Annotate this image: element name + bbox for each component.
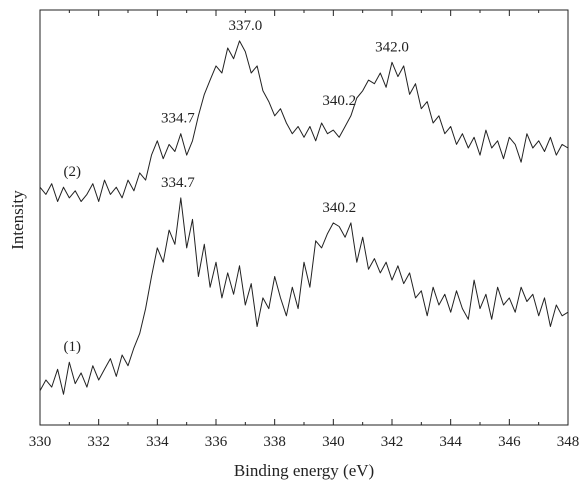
x-tick-label: 330 xyxy=(29,434,52,450)
annotation-label: (2) xyxy=(64,164,82,180)
annotation-label: 337.0 xyxy=(228,18,262,34)
x-tick-label: 346 xyxy=(498,434,521,450)
plot-frame xyxy=(39,9,569,426)
x-tick-label: 342 xyxy=(381,434,404,450)
annotation-label: 340.2 xyxy=(322,200,356,216)
x-tick-label: 332 xyxy=(87,434,110,450)
annotation-label: 340.2 xyxy=(322,93,356,109)
x-axis-label: Binding energy (eV) xyxy=(234,461,374,480)
x-tick-label: 334 xyxy=(146,434,169,450)
x-tick-label: 336 xyxy=(205,434,228,450)
annotation-label: (1) xyxy=(64,339,82,355)
annotation-label: 334.7 xyxy=(161,111,195,127)
y-axis-label: Intensity xyxy=(8,190,27,250)
x-tick-label: 348 xyxy=(557,434,580,450)
x-tick-label: 338 xyxy=(263,434,286,450)
x-tick-label: 340 xyxy=(322,434,345,450)
annotation-label: 342.0 xyxy=(375,39,409,55)
series-2-line xyxy=(39,40,569,202)
peak-annotations: (1) 334.7 340.2 (2) 334.7 337.0 340.2 342.0 xyxy=(64,18,409,355)
x-ticks: 330 332 334 336 338 340 342 344 346 348 xyxy=(29,10,580,450)
annotation-label: 334.7 xyxy=(161,175,195,191)
series-1-line xyxy=(39,197,569,395)
series-layer xyxy=(39,40,569,395)
x-tick-label: 344 xyxy=(439,434,462,450)
